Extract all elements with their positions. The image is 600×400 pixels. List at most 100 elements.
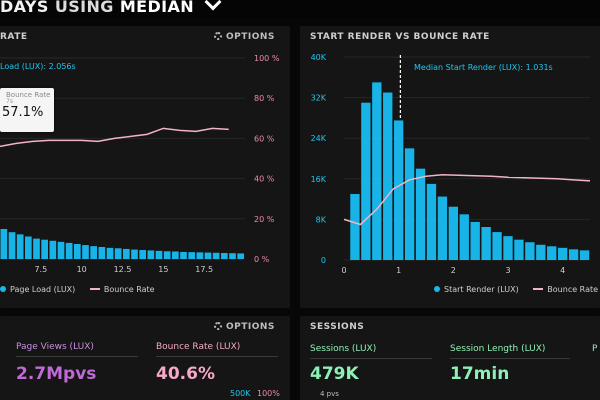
title-prefix: DAYS — [0, 0, 49, 16]
legend-line-icon — [89, 288, 100, 290]
bar — [514, 239, 524, 260]
x-tick-label: 12.5 — [114, 265, 132, 274]
dashboard-title[interactable]: DAYS USING MEDIAN — [0, 0, 222, 16]
bar — [49, 240, 57, 259]
tooltip-value: 57.1% — [2, 105, 44, 120]
bar — [536, 244, 546, 260]
metric-divider — [310, 358, 432, 359]
bar — [106, 247, 114, 259]
bar — [394, 120, 404, 260]
bar — [204, 252, 212, 259]
options-label: OPTIONS — [226, 32, 275, 42]
x-tick-label: 1 — [396, 266, 401, 275]
bar — [459, 214, 469, 260]
x-tick-label: 15 — [158, 265, 168, 274]
bar — [188, 252, 195, 259]
bar — [180, 251, 187, 259]
median-note: Load (LUX): 2.056s — [0, 62, 76, 71]
bar — [139, 250, 146, 259]
legend-bounce-rate[interactable]: Bounce Rate — [103, 285, 155, 294]
left-legend: Page Load (LUX) Bounce Rate — [0, 285, 155, 294]
bar — [383, 92, 393, 261]
median-note: Median Start Render (LUX): 1.031s — [414, 63, 553, 72]
bar — [114, 248, 122, 259]
bar — [212, 252, 220, 259]
metric-value-bounce-rate: 40.6% — [156, 364, 215, 384]
dashboard-header: DAYS USING MEDIAN — [0, 0, 600, 18]
metric-divider — [450, 358, 570, 359]
bar — [229, 253, 236, 259]
metric-label-page-views: Page Views (LUX) — [16, 342, 94, 352]
x-tick-label: 17.5 — [195, 265, 213, 274]
bar — [65, 242, 73, 259]
metric-label-session-length: Session Length (LUX) — [450, 344, 546, 354]
sessions-panel: SESSIONS Sessions (LUX) 479K 4 pvs Sessi… — [300, 316, 600, 400]
x-tick-label: 0 — [341, 266, 346, 275]
options-button[interactable]: OPTIONS — [214, 322, 275, 332]
bar — [163, 251, 171, 259]
bar — [525, 242, 535, 260]
scale-tick-percent: 100% — [257, 389, 280, 398]
bar — [90, 246, 97, 259]
bar — [16, 234, 24, 259]
legend-bounce-rate[interactable]: Bounce Rate — [547, 285, 599, 294]
y-tick-label: 40 % — [254, 175, 275, 184]
start-render-panel: START RENDER VS BOUNCE RATE — [300, 26, 600, 308]
bar — [123, 248, 130, 259]
panel-title: START RENDER VS BOUNCE RATE — [310, 32, 490, 42]
panel-title: RATE — [0, 32, 28, 42]
panel-title: SESSIONS — [310, 322, 365, 332]
bar — [131, 249, 138, 259]
metric-value-sessions: 479K — [310, 364, 359, 384]
y-tick-label: 32K — [311, 94, 327, 103]
x-tick-label: 3 — [505, 266, 510, 275]
bar — [415, 168, 426, 260]
legend-start-render[interactable]: Start Render (LUX) — [444, 285, 519, 294]
y-tick-label: 80 % — [254, 94, 275, 103]
bar — [98, 247, 106, 259]
gear-icon — [214, 32, 222, 40]
bar — [437, 196, 448, 260]
page-views-panel: OPTIONS Page Views (LUX) 2.7Mpvs Bounce … — [0, 316, 290, 400]
bar — [147, 250, 155, 259]
x-tick-label: 4 — [560, 266, 565, 275]
legend-page-load[interactable]: Page Load (LUX) — [10, 285, 76, 294]
bounce-rate-line — [0, 127, 229, 148]
bar — [0, 229, 8, 259]
bar — [579, 250, 590, 260]
bar — [8, 232, 16, 259]
bar — [221, 253, 228, 259]
bar — [196, 252, 204, 259]
metric-value-page-views: 2.7Mpvs — [16, 364, 97, 384]
bar — [82, 245, 89, 259]
bar — [57, 241, 65, 259]
bar — [237, 253, 244, 259]
y-tick-label: 100 % — [254, 54, 280, 63]
bar — [448, 206, 458, 260]
metric-label-sessions: Sessions (LUX) — [310, 344, 377, 354]
title-mode: MEDIAN — [119, 0, 195, 16]
bar — [470, 221, 480, 260]
bar — [155, 250, 163, 259]
metric-sub-sessions: 4 pvs — [320, 390, 339, 398]
bar — [503, 236, 513, 260]
legend-dot-icon — [434, 286, 440, 292]
tooltip-sub: 7s — [6, 98, 13, 105]
bar — [361, 102, 371, 260]
x-tick-label: 2 — [451, 266, 456, 275]
y-tick-label: 20 % — [254, 215, 275, 224]
options-label: OPTIONS — [226, 322, 275, 332]
bar — [547, 246, 557, 260]
x-tick-label: 10 — [77, 265, 87, 274]
options-button[interactable]: OPTIONS — [214, 32, 275, 42]
bar — [33, 238, 40, 259]
metric-label-third: P — [592, 344, 598, 354]
bar — [172, 251, 179, 259]
right-legend: Start Render (LUX) Bounce Rate — [434, 285, 598, 294]
tooltip-label: Bounce Rate — [6, 91, 51, 99]
bar — [558, 247, 568, 260]
gear-icon — [214, 322, 222, 330]
y-tick-label: 24K — [311, 134, 327, 143]
metric-value-session-length: 17min — [450, 364, 510, 384]
